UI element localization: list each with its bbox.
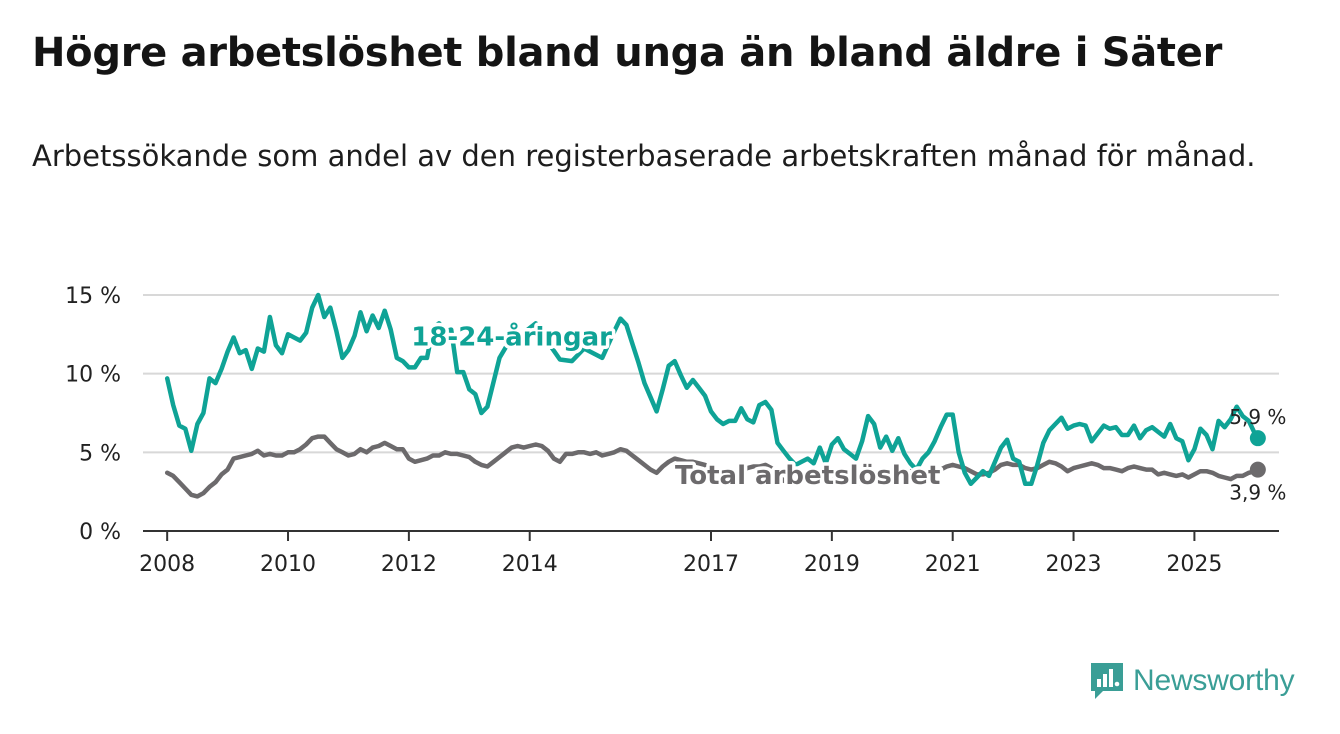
x-tick-label: 2021 bbox=[925, 552, 981, 577]
axes bbox=[143, 530, 1279, 541]
series-annotation: 18-24-åringar bbox=[411, 320, 612, 352]
x-tick-label: 2019 bbox=[804, 552, 860, 577]
y-tick-label: 15 % bbox=[65, 284, 121, 309]
end-point-total bbox=[1249, 461, 1266, 478]
series-lines bbox=[164, 292, 1266, 499]
y-tick-label: 0 % bbox=[79, 520, 121, 545]
series-annotation-halo: Total arbetslöshet bbox=[675, 461, 940, 491]
x-tick-label: 2023 bbox=[1046, 552, 1102, 577]
series-line-total bbox=[164, 434, 1261, 499]
labels: 0 % 5 % 10 % 15 % 2008 2010 2012 2014 2017 2019 20… bbox=[65, 284, 1286, 577]
chart-title: Högre arbetslöshet bland unga än bland ä… bbox=[32, 30, 1223, 76]
x-tick-label: 2017 bbox=[683, 552, 739, 577]
y-tick-label: 10 % bbox=[65, 363, 121, 388]
brand-name: Newsworthy bbox=[1133, 664, 1295, 697]
chart-subtitle: Arbetssökande som andel av den registerb… bbox=[32, 139, 1256, 173]
x-tick-label: 2012 bbox=[381, 552, 437, 577]
x-tick-label: 2025 bbox=[1166, 552, 1222, 577]
end-point-youth bbox=[1249, 430, 1266, 447]
end-label-youth: 5,9 % bbox=[1229, 405, 1286, 429]
series-annotation: Total arbetslöshet bbox=[675, 461, 940, 491]
x-tick-label: 2014 bbox=[502, 552, 558, 577]
newsworthy-brand[interactable]: Newsworthy bbox=[1089, 661, 1295, 701]
end-label-total: 3,9 % bbox=[1229, 481, 1286, 505]
newsworthy-logo-icon bbox=[1091, 663, 1123, 699]
series-annotation-halo: 18-24-åringar bbox=[411, 320, 612, 352]
gridlines bbox=[143, 294, 1279, 454]
x-tick-label: 2010 bbox=[260, 552, 316, 577]
y-tick-label: 5 % bbox=[79, 441, 121, 466]
series-line-youth bbox=[164, 292, 1261, 487]
x-tick-label: 2008 bbox=[139, 552, 195, 577]
